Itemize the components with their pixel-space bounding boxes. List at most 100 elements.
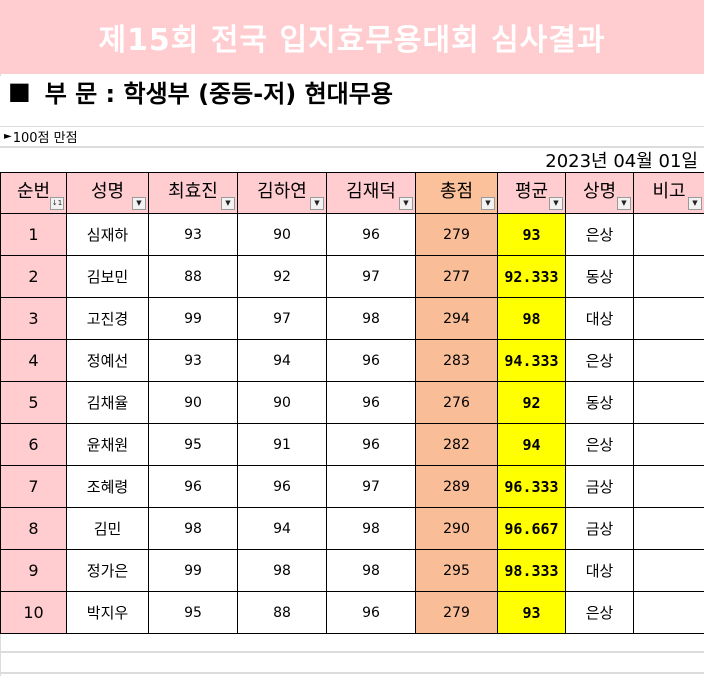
award-cell[interactable]: 대상 (565, 549, 634, 592)
award-cell[interactable]: 금상 (565, 465, 634, 508)
name-cell[interactable]: 김채율 (66, 381, 149, 424)
total-score-cell[interactable]: 283 (415, 339, 498, 382)
award-cell[interactable]: 금상 (565, 507, 634, 550)
rank-cell[interactable]: 1 (0, 213, 67, 256)
judge2-score-cell[interactable]: 97 (237, 297, 327, 340)
note-cell[interactable] (633, 213, 704, 256)
judge3-score-cell[interactable]: 97 (326, 465, 416, 508)
rank-cell[interactable]: 8 (0, 507, 67, 550)
rank-cell[interactable]: 7 (0, 465, 67, 508)
judge1-score-cell[interactable]: 90 (148, 381, 238, 424)
judge2-score-cell[interactable]: 91 (237, 423, 327, 466)
judge3-score-cell[interactable]: 96 (326, 381, 416, 424)
judge3-score-cell[interactable]: 97 (326, 255, 416, 298)
filter-dropdown-icon[interactable]: ▼ (617, 197, 631, 210)
total-score-cell[interactable]: 277 (415, 255, 498, 298)
judge2-score-cell[interactable]: 88 (237, 591, 327, 634)
column-header-note[interactable]: 비고 ▼ (633, 172, 704, 214)
judge1-score-cell[interactable]: 99 (148, 549, 238, 592)
column-header-judge2[interactable]: 김하연 ▼ (237, 172, 327, 214)
column-header-total[interactable]: 총점 ▼ (415, 172, 498, 214)
column-header-judge3[interactable]: 김재덕 ▼ (326, 172, 416, 214)
rank-cell[interactable]: 9 (0, 549, 67, 592)
judge2-score-cell[interactable]: 92 (237, 255, 327, 298)
award-cell[interactable]: 은상 (565, 423, 634, 466)
judge3-score-cell[interactable]: 98 (326, 549, 416, 592)
filter-dropdown-icon[interactable]: ▼ (399, 197, 413, 210)
award-cell[interactable]: 은상 (565, 213, 634, 256)
total-score-cell[interactable]: 294 (415, 297, 498, 340)
average-score-cell[interactable]: 93 (497, 213, 566, 256)
rank-cell[interactable]: 2 (0, 255, 67, 298)
rank-cell[interactable]: 6 (0, 423, 67, 466)
judge1-score-cell[interactable]: 96 (148, 465, 238, 508)
judge2-score-cell[interactable]: 96 (237, 465, 327, 508)
judge2-score-cell[interactable]: 94 (237, 339, 327, 382)
average-score-cell[interactable]: 94 (497, 423, 566, 466)
total-score-cell[interactable]: 289 (415, 465, 498, 508)
name-cell[interactable]: 정가은 (66, 549, 149, 592)
judge2-score-cell[interactable]: 94 (237, 507, 327, 550)
column-header-avg[interactable]: 평균 ▼ (497, 172, 566, 214)
total-score-cell[interactable]: 279 (415, 591, 498, 634)
judge1-score-cell[interactable]: 93 (148, 339, 238, 382)
total-score-cell[interactable]: 276 (415, 381, 498, 424)
name-cell[interactable]: 김보민 (66, 255, 149, 298)
award-cell[interactable]: 은상 (565, 591, 634, 634)
rank-cell[interactable]: 3 (0, 297, 67, 340)
average-score-cell[interactable]: 96.667 (497, 507, 566, 550)
note-cell[interactable] (633, 381, 704, 424)
total-score-cell[interactable]: 282 (415, 423, 498, 466)
average-score-cell[interactable]: 92 (497, 381, 566, 424)
note-cell[interactable] (633, 507, 704, 550)
name-cell[interactable]: 고진경 (66, 297, 149, 340)
award-cell[interactable]: 동상 (565, 381, 634, 424)
note-cell[interactable] (633, 465, 704, 508)
rank-cell[interactable]: 10 (0, 591, 67, 634)
total-score-cell[interactable]: 290 (415, 507, 498, 550)
judge1-score-cell[interactable]: 95 (148, 423, 238, 466)
filter-dropdown-icon[interactable]: ▼ (221, 197, 235, 210)
column-header-award[interactable]: 상명 ▼ (565, 172, 634, 214)
award-cell[interactable]: 대상 (565, 297, 634, 340)
column-header-name[interactable]: 성명 ▼ (66, 172, 149, 214)
column-header-judge1[interactable]: 최효진 ▼ (148, 172, 238, 214)
judge3-score-cell[interactable]: 98 (326, 297, 416, 340)
note-cell[interactable] (633, 255, 704, 298)
judge3-score-cell[interactable]: 96 (326, 339, 416, 382)
judge3-score-cell[interactable]: 96 (326, 213, 416, 256)
name-cell[interactable]: 정예선 (66, 339, 149, 382)
name-cell[interactable]: 김민 (66, 507, 149, 550)
award-cell[interactable]: 동상 (565, 255, 634, 298)
name-cell[interactable]: 심재하 (66, 213, 149, 256)
name-cell[interactable]: 윤채원 (66, 423, 149, 466)
judge2-score-cell[interactable]: 90 (237, 381, 327, 424)
judge1-score-cell[interactable]: 98 (148, 507, 238, 550)
judge1-score-cell[interactable]: 95 (148, 591, 238, 634)
filter-dropdown-icon[interactable]: ▼ (549, 197, 563, 210)
total-score-cell[interactable]: 279 (415, 213, 498, 256)
name-cell[interactable]: 조혜령 (66, 465, 149, 508)
average-score-cell[interactable]: 92.333 (497, 255, 566, 298)
sort-filter-icon[interactable]: ↓1 (50, 197, 64, 210)
name-cell[interactable]: 박지우 (66, 591, 149, 634)
note-cell[interactable] (633, 423, 704, 466)
judge1-score-cell[interactable]: 93 (148, 213, 238, 256)
judge2-score-cell[interactable]: 98 (237, 549, 327, 592)
award-cell[interactable]: 은상 (565, 339, 634, 382)
note-cell[interactable] (633, 297, 704, 340)
note-cell[interactable] (633, 591, 704, 634)
note-cell[interactable] (633, 549, 704, 592)
rank-cell[interactable]: 4 (0, 339, 67, 382)
average-score-cell[interactable]: 94.333 (497, 339, 566, 382)
filter-dropdown-icon[interactable]: ▼ (481, 197, 495, 210)
average-score-cell[interactable]: 98 (497, 297, 566, 340)
total-score-cell[interactable]: 295 (415, 549, 498, 592)
judge3-score-cell[interactable]: 96 (326, 591, 416, 634)
average-score-cell[interactable]: 93 (497, 591, 566, 634)
judge3-score-cell[interactable]: 96 (326, 423, 416, 466)
judge1-score-cell[interactable]: 99 (148, 297, 238, 340)
average-score-cell[interactable]: 96.333 (497, 465, 566, 508)
judge1-score-cell[interactable]: 88 (148, 255, 238, 298)
judge2-score-cell[interactable]: 90 (237, 213, 327, 256)
